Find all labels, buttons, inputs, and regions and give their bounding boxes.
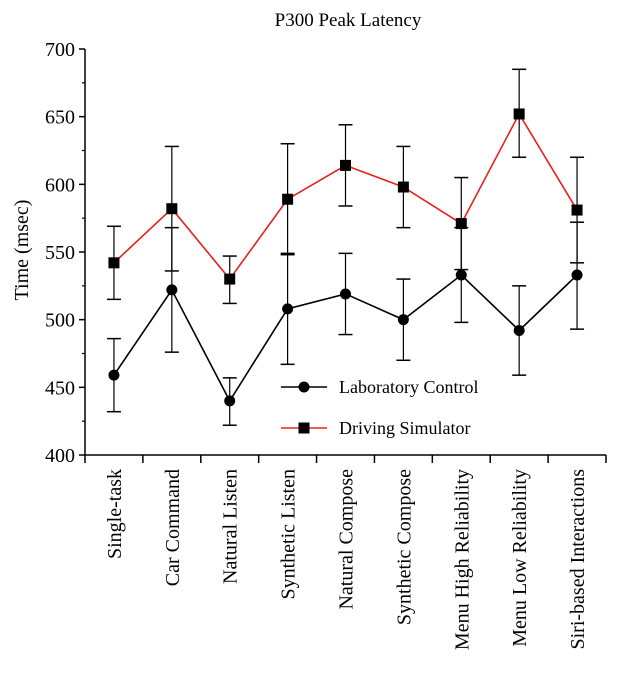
data-point-circle [571, 269, 583, 281]
data-point-circle [340, 288, 351, 300]
y-axis-label: Time (msec) [11, 200, 33, 301]
x-tick-labels: Single-task Car Command Natural Listen Synt… [104, 469, 589, 650]
legend-label: Laboratory Control [339, 377, 478, 397]
data-point-circle [166, 284, 178, 296]
data-point-circle [224, 395, 236, 407]
x-tick-label: Menu High Reliability [451, 469, 473, 650]
data-point-circle [397, 314, 409, 326]
data-point-circle [513, 324, 525, 336]
x-tick-label: Car Command [162, 469, 184, 586]
chart-title: P300 Peak Latency [275, 10, 422, 31]
data-point-square [571, 204, 583, 216]
legend-marker-circle [298, 381, 310, 393]
data-point-square [455, 218, 467, 230]
y-tick-label: 450 [45, 377, 75, 399]
x-tick-label: Natural Compose [336, 469, 358, 610]
x-tick-label: Synthetic Compose [393, 469, 415, 625]
y-tick-labels: 400 450 500 550 600 650 700 [45, 39, 75, 467]
data-point-square [108, 257, 120, 269]
data-point-square [340, 159, 351, 171]
y-tick-label: 700 [45, 39, 75, 61]
data-point-square [397, 181, 409, 193]
y-tick-label: 400 [45, 445, 75, 467]
x-tick-label: Menu Low Reliability [509, 469, 531, 647]
data-point-circle [455, 269, 467, 281]
axes [79, 48, 607, 463]
legend: Laboratory Control Driving Simulator [281, 377, 478, 438]
data-point-square [282, 193, 294, 205]
y-tick-label: 650 [45, 107, 75, 129]
data-point-square [166, 203, 178, 215]
x-tick-label: Natural Listen [220, 469, 242, 584]
y-tick-label: 500 [45, 310, 75, 332]
y-tick-label: 550 [45, 242, 75, 264]
legend-marker-square [298, 422, 310, 434]
legend-label: Driving Simulator [339, 418, 471, 438]
y-tick-label: 600 [45, 174, 75, 196]
series-markers [108, 108, 583, 407]
data-point-square [224, 273, 236, 285]
x-tick-label: Single-task [104, 469, 126, 559]
data-point-square [513, 108, 525, 120]
error-bars [106, 68, 585, 426]
data-point-circle [282, 303, 294, 315]
x-tick-label: Siri-based Interactions [567, 469, 589, 650]
x-tick-label: Synthetic Listen [278, 469, 300, 600]
data-point-circle [108, 369, 120, 381]
